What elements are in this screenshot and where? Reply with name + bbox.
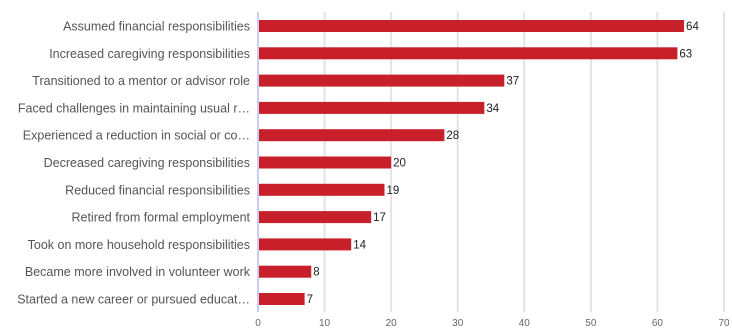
data-label: 7 [307,294,313,306]
category-label: Took on more household responsibilities [28,238,250,252]
bar [258,20,685,32]
data-label: 14 [353,239,366,251]
value-labels: 64 63 37 34 28 20 19 17 14 8 7 [307,21,700,306]
category-label: Increased caregiving responsibilities [49,47,250,61]
bar [258,211,372,224]
category-label: Experienced a reduction in social or co… [23,129,250,143]
data-label: 19 [386,185,399,197]
category-labels: Assumed financial responsibilities Increa… [17,20,251,307]
bar [258,129,445,142]
data-label: 17 [373,212,386,224]
x-tick-label: 60 [652,318,664,328]
category-label: Assumed financial responsibilities [63,20,250,34]
bar [258,183,385,196]
data-label: 64 [686,21,699,33]
data-label: 20 [393,158,406,170]
bar [258,101,485,114]
category-label: Transitioned to a mentor or advisor role [32,74,250,88]
bar [258,47,678,60]
bar [258,265,312,278]
category-label: Retired from formal employment [71,211,250,225]
x-tick-label: 0 [255,318,261,328]
category-label: Faced challenges in maintaining usual r… [18,101,250,115]
data-label: 8 [313,267,319,279]
bars [258,20,685,305]
category-label: Started a new career or pursued educat… [17,293,250,307]
category-label: Decreased caregiving responsibilities [44,156,250,170]
bar [258,293,305,305]
x-tick-label: 10 [319,318,331,328]
x-tick-label: 40 [519,318,531,328]
bar [258,74,505,87]
category-label: Reduced financial responsibilities [65,183,250,197]
x-tick-label: 30 [452,318,464,328]
category-label: Became more involved in volunteer work [25,265,251,279]
bar [258,238,352,251]
data-label: 34 [486,103,499,115]
x-tick-label: 70 [718,318,730,328]
bar [258,156,392,169]
x-tick-label: 20 [386,318,398,328]
data-label: 37 [506,76,519,88]
x-tick-label: 50 [585,318,597,328]
grid-lines [323,12,725,312]
data-label: 28 [446,130,459,142]
x-axis-ticks: 0 10 20 30 40 50 60 70 [255,318,730,329]
data-label: 63 [679,48,692,60]
